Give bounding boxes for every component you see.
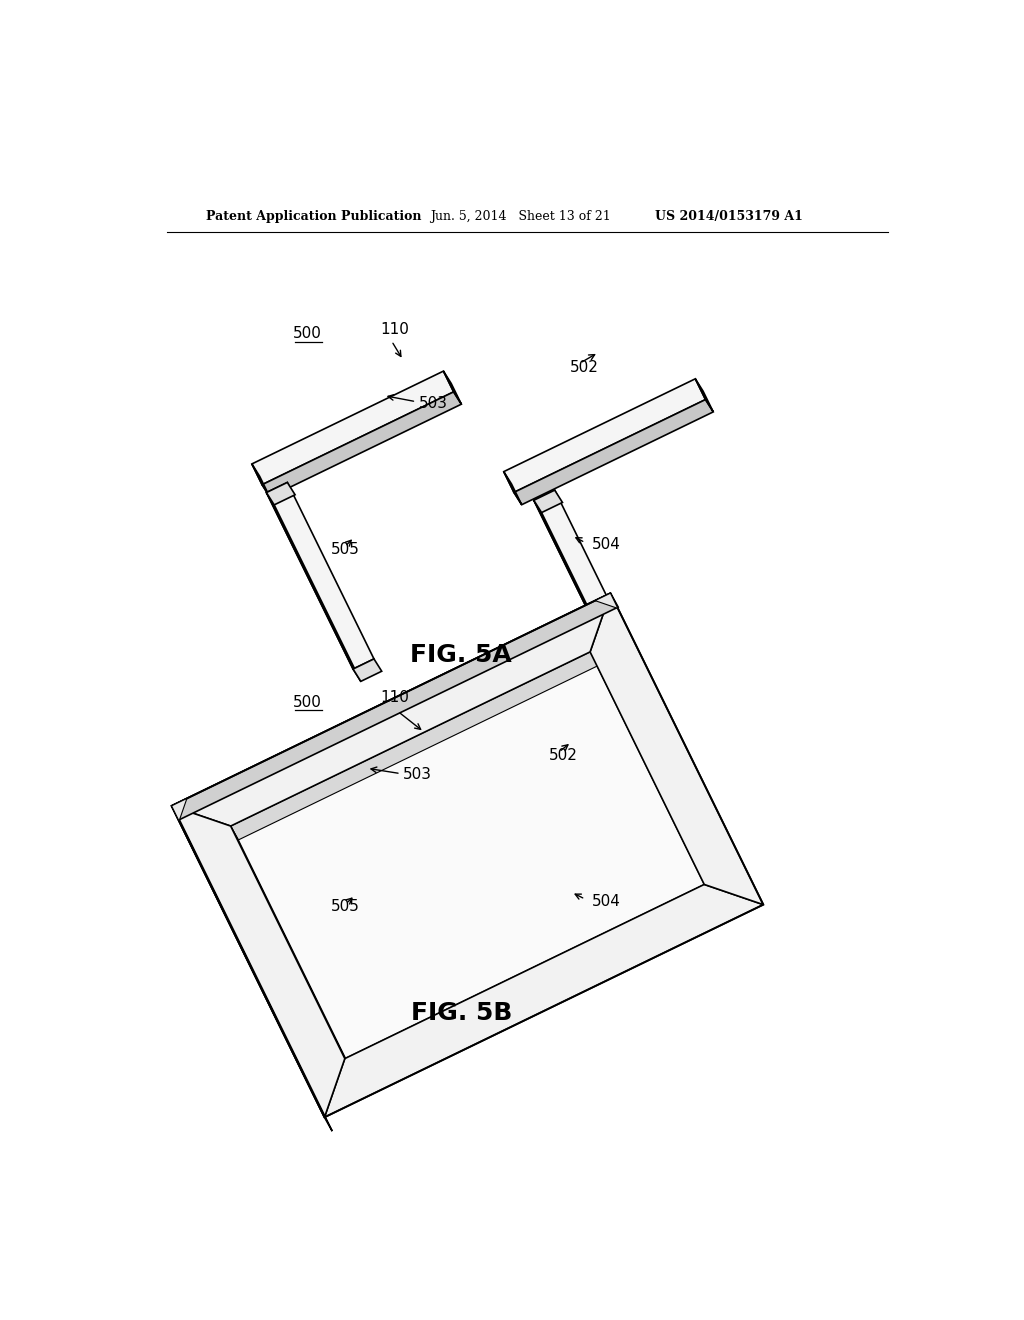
Polygon shape xyxy=(266,482,295,504)
Polygon shape xyxy=(230,826,352,1072)
Polygon shape xyxy=(172,799,187,821)
Polygon shape xyxy=(534,500,628,689)
Polygon shape xyxy=(252,463,269,498)
Text: Patent Application Publication: Patent Application Publication xyxy=(206,210,421,223)
Polygon shape xyxy=(172,593,610,826)
Text: 500: 500 xyxy=(293,326,323,342)
Polygon shape xyxy=(590,593,763,904)
Text: 504: 504 xyxy=(592,894,621,909)
Text: 505: 505 xyxy=(331,899,359,915)
Polygon shape xyxy=(252,371,454,484)
Polygon shape xyxy=(266,492,360,681)
Text: 110: 110 xyxy=(380,690,409,705)
Polygon shape xyxy=(534,490,562,512)
Text: 502: 502 xyxy=(569,360,599,375)
Polygon shape xyxy=(534,490,641,677)
Text: 504: 504 xyxy=(592,537,621,553)
Polygon shape xyxy=(443,371,462,404)
Text: FIG. 5B: FIG. 5B xyxy=(411,1001,512,1026)
Text: US 2014/0153179 A1: US 2014/0153179 A1 xyxy=(655,210,803,223)
Polygon shape xyxy=(230,652,598,840)
Text: 502: 502 xyxy=(549,747,578,763)
Polygon shape xyxy=(325,884,763,1117)
Polygon shape xyxy=(504,379,706,492)
Polygon shape xyxy=(353,659,382,681)
Polygon shape xyxy=(595,593,617,609)
Text: FIG. 5A: FIG. 5A xyxy=(411,643,512,667)
Text: 503: 503 xyxy=(403,767,432,781)
Text: 503: 503 xyxy=(419,396,447,411)
Polygon shape xyxy=(695,379,714,412)
Polygon shape xyxy=(514,400,714,504)
Text: 500: 500 xyxy=(293,694,323,710)
Polygon shape xyxy=(621,667,649,689)
Polygon shape xyxy=(172,593,618,820)
Polygon shape xyxy=(230,652,705,1059)
Polygon shape xyxy=(504,471,521,504)
Text: Jun. 5, 2014   Sheet 13 of 21: Jun. 5, 2014 Sheet 13 of 21 xyxy=(430,210,611,223)
Polygon shape xyxy=(172,807,332,1131)
Polygon shape xyxy=(262,392,462,498)
Text: 110: 110 xyxy=(380,322,409,337)
Polygon shape xyxy=(172,807,345,1117)
Text: 505: 505 xyxy=(331,543,359,557)
Polygon shape xyxy=(266,482,374,669)
